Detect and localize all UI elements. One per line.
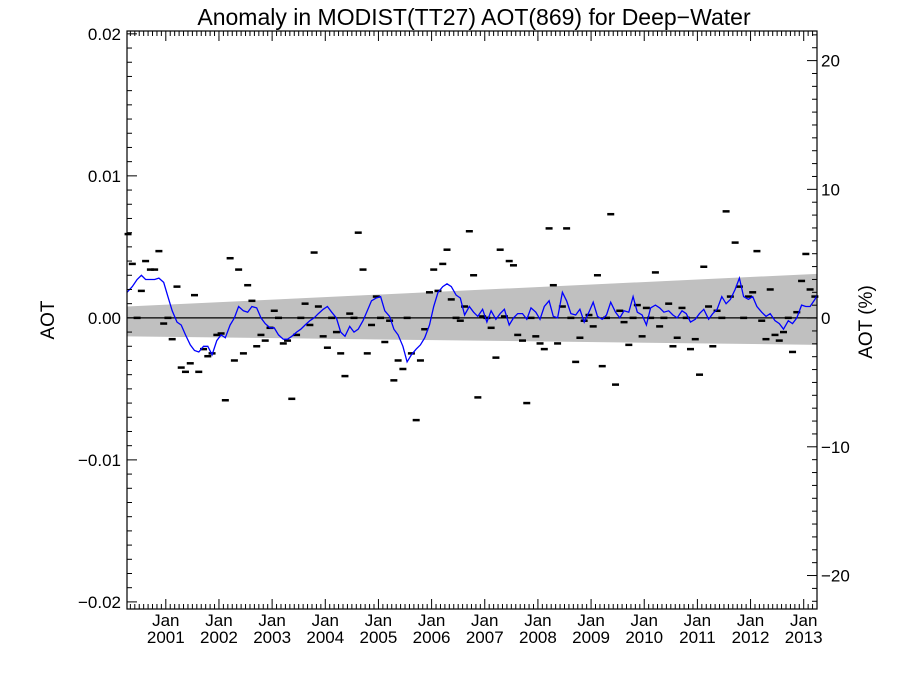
running-mean-line	[126, 274, 818, 364]
x-tick-label-month: Jan	[684, 611, 711, 630]
x-tick-label-month: Jan	[152, 611, 179, 630]
x-tick-label-month: Jan	[258, 611, 285, 630]
running-mean-layer	[126, 274, 818, 364]
plot-frame	[126, 30, 818, 610]
x-tick-label-month: Jan	[631, 611, 658, 630]
x-tick-label-month: Jan	[577, 611, 604, 630]
x-tick-label-year: 2004	[306, 628, 344, 647]
x-tick-label-month: Jan	[471, 611, 498, 630]
x-tick-label-year: 2011	[679, 628, 716, 647]
y-tick-label-left: −0.02	[78, 593, 121, 612]
x-tick-label-year: 2012	[732, 628, 770, 647]
x-tick-label-month: Jan	[312, 611, 339, 630]
x-tick-label-year: 2001	[147, 628, 185, 647]
x-tick-label-year: 2008	[519, 628, 557, 647]
x-tick-label-month: Jan	[790, 611, 817, 630]
x-tick-label-year: 2006	[413, 628, 451, 647]
y-tick-label-right: −10	[821, 438, 850, 457]
x-tick-label-year: 2009	[572, 628, 610, 647]
x-tick-label-year: 2002	[200, 628, 238, 647]
x-tick-label-month: Jan	[205, 611, 232, 630]
x-tick-label-month: Jan	[524, 611, 551, 630]
x-tick-label-month: Jan	[365, 611, 392, 630]
y-tick-label-left: 0.00	[88, 309, 121, 328]
x-tick-label-year: 2013	[785, 628, 823, 647]
y-tick-label-right: 10	[821, 180, 840, 199]
y-tick-label-right: 20	[821, 52, 840, 71]
monthly-points	[124, 210, 819, 422]
y-axis-label-right: AOT (%)	[856, 285, 877, 359]
y-tick-label-left: −0.01	[78, 451, 121, 470]
x-tick-label-month: Jan	[418, 611, 445, 630]
x-tick-label-year: 2003	[253, 628, 291, 647]
x-tick-label-year: 2007	[466, 628, 504, 647]
y-tick-label-left: 0.01	[88, 167, 121, 186]
y-tick-label-right: 0	[821, 309, 830, 328]
x-tick-label-month: Jan	[737, 611, 764, 630]
axes-layer: 0.020.010.00−0.01−0.0220100−10−20Jan2001…	[78, 25, 850, 647]
y-tick-label-left: 0.02	[88, 25, 121, 44]
chart-title: Anomaly in MODIST(TT27) AOT(869) for Dee…	[197, 4, 751, 30]
x-tick-label-year: 2010	[625, 628, 663, 647]
x-tick-label-year: 2005	[360, 628, 398, 647]
y-tick-label-right: −20	[821, 567, 850, 586]
y-axis-label-left: AOT	[38, 300, 59, 339]
